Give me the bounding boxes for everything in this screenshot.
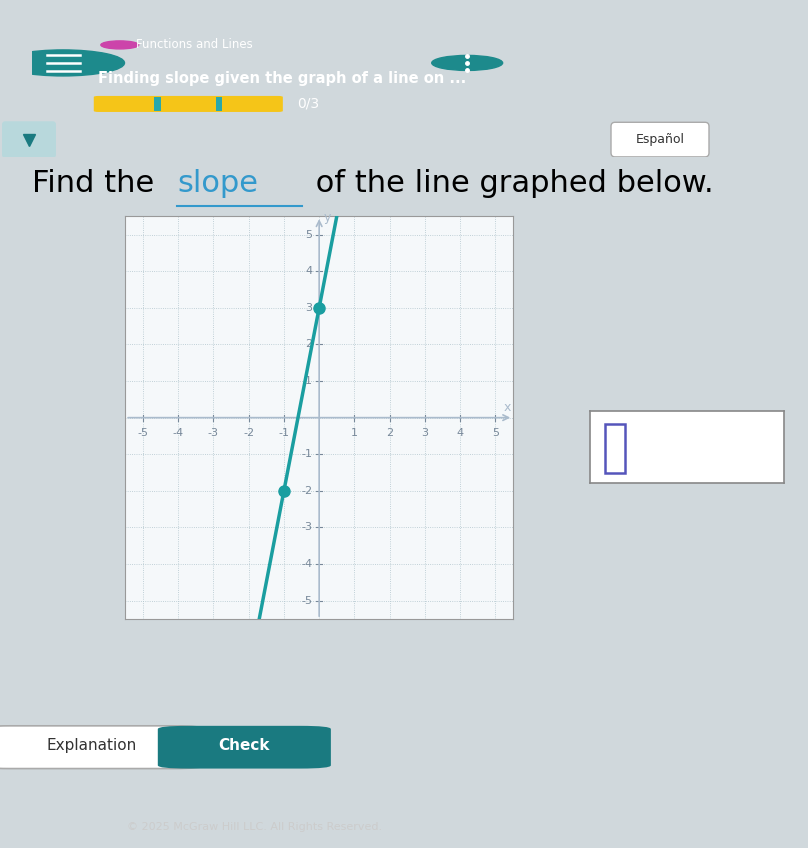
Text: of the line graphed below.: of the line graphed below. <box>306 169 713 198</box>
Text: 1: 1 <box>351 428 358 438</box>
FancyBboxPatch shape <box>154 97 161 111</box>
Circle shape <box>101 41 139 49</box>
Text: 3: 3 <box>305 303 312 313</box>
Text: -1: -1 <box>301 449 312 460</box>
FancyBboxPatch shape <box>605 423 625 472</box>
Text: Find the: Find the <box>32 169 164 198</box>
Text: 4: 4 <box>305 266 312 276</box>
Text: 4: 4 <box>457 428 464 438</box>
Text: -4: -4 <box>173 428 183 438</box>
Text: 3: 3 <box>422 428 428 438</box>
Circle shape <box>2 50 124 76</box>
FancyBboxPatch shape <box>94 96 283 112</box>
FancyBboxPatch shape <box>216 97 222 111</box>
Text: -3: -3 <box>208 428 219 438</box>
Text: -2: -2 <box>243 428 255 438</box>
Text: Functions and Lines: Functions and Lines <box>137 38 253 52</box>
Text: 5: 5 <box>305 230 312 239</box>
Text: 1: 1 <box>305 376 312 386</box>
Text: 2: 2 <box>386 428 393 438</box>
FancyBboxPatch shape <box>2 121 56 158</box>
Text: slope: slope <box>177 169 259 198</box>
Circle shape <box>431 55 503 70</box>
Text: -2: -2 <box>301 486 312 496</box>
FancyBboxPatch shape <box>158 726 331 768</box>
FancyBboxPatch shape <box>611 122 709 157</box>
Text: -1: -1 <box>279 428 289 438</box>
Text: Check: Check <box>219 738 270 753</box>
Text: y: y <box>323 210 330 224</box>
Text: -5: -5 <box>301 596 312 605</box>
Text: 0/3: 0/3 <box>297 97 319 111</box>
Text: x: x <box>504 401 511 414</box>
Text: -4: -4 <box>301 559 312 569</box>
Text: 5: 5 <box>492 428 499 438</box>
Text: 2: 2 <box>305 339 312 349</box>
Text: © 2025 McGraw Hill LLC. All Rights Reserved.: © 2025 McGraw Hill LLC. All Rights Reser… <box>127 822 382 832</box>
Text: -3: -3 <box>301 522 312 533</box>
Text: -5: -5 <box>137 428 149 438</box>
FancyBboxPatch shape <box>0 726 204 768</box>
Text: Español: Español <box>636 133 684 146</box>
Text: Finding slope given the graph of a line on ...: Finding slope given the graph of a line … <box>99 71 467 86</box>
Text: Explanation: Explanation <box>47 738 137 753</box>
